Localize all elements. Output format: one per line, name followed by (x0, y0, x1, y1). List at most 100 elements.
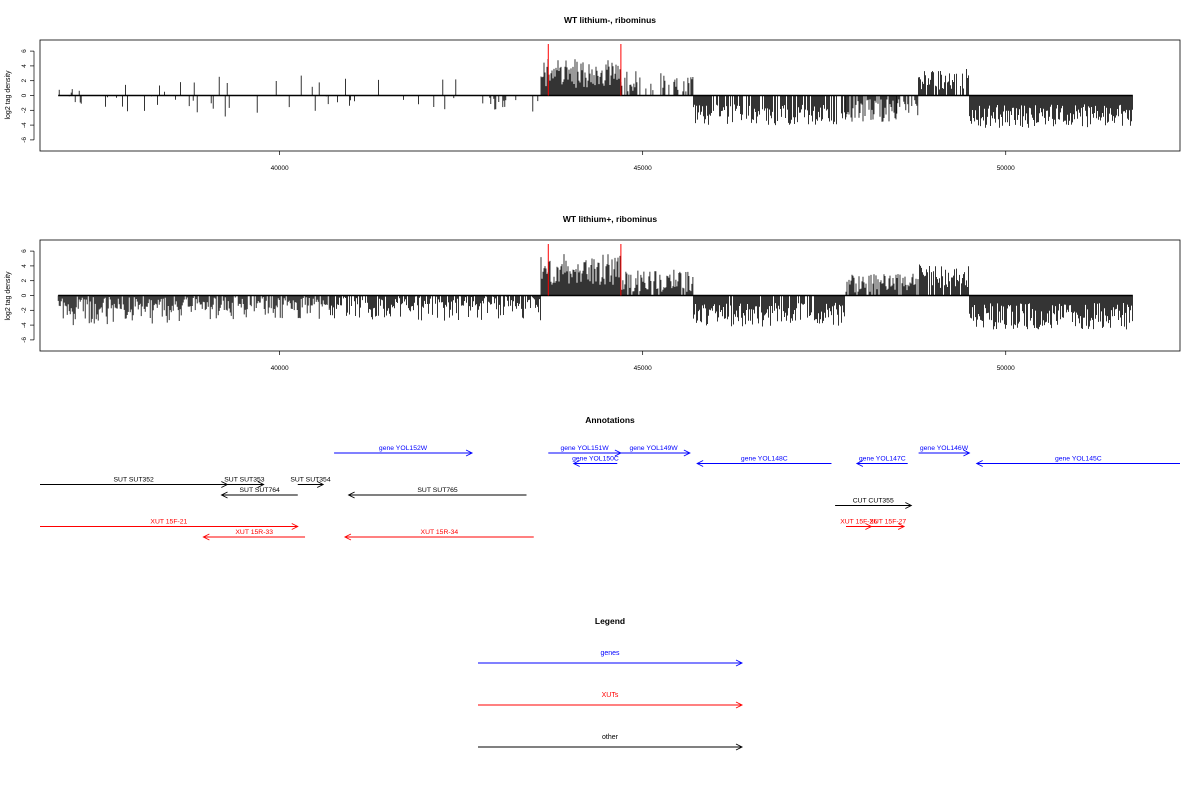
feature-label: gene YOL150C (572, 456, 619, 463)
strand-arrow (963, 449, 971, 457)
annotation-features: gene YOL152W gene YOL151W gene YOL150C gene… (40, 445, 1180, 541)
feature-label: gene YOL152W (379, 445, 428, 452)
x-axis: 40000 45000 50000 (271, 351, 1015, 372)
strand-arrow (220, 491, 228, 499)
feature-label: gene YOL147C (859, 456, 906, 463)
y-tick-label: 2 (21, 79, 28, 83)
annotations-panel: Annotations gene YOL152W gene YOL151Wgene… (40, 415, 1180, 541)
feature-label: XUT 15R-34 (421, 529, 459, 536)
annotation-feature: gene YOL149W (617, 445, 691, 457)
annotation-feature: CUT CUT355 (835, 498, 913, 509)
feature-label: XUT 15F-21 (150, 519, 187, 526)
feature-label: gene YOL151W (560, 445, 609, 452)
legend-entry: genes (478, 650, 744, 667)
strand-arrow (855, 460, 864, 467)
annotation-feature: gene YOL146W (918, 445, 971, 457)
strand-arrow (905, 502, 913, 509)
annotations-title: Annotations (585, 415, 635, 425)
region-markers (547, 44, 622, 96)
y-tick-label: -2 (21, 307, 28, 313)
annotation-feature: XUT 15R-34 (343, 529, 534, 541)
signal-bars (57, 254, 1133, 330)
feature-label: gene YOL145C (1055, 456, 1102, 463)
feature-label: gene YOL146W (920, 445, 969, 452)
signal-bars (58, 59, 1133, 128)
y-tick-label: 4 (21, 264, 28, 268)
legend-arrow (735, 701, 744, 709)
feature-label: SUT SUT352 (114, 477, 155, 484)
feature-label: gene YOL149W (629, 445, 678, 452)
feature-label: gene YOL148C (741, 456, 788, 463)
feature-label: SUT SUT353 (224, 477, 265, 484)
y-tick-label: -2 (21, 107, 28, 113)
feature-label: XUT 15R-33 (235, 529, 273, 536)
feature-label: SUT SUT764 (240, 487, 281, 494)
region-markers (547, 244, 622, 296)
legend-title: Legend (595, 616, 625, 626)
feature-label: SUT SUT354 (290, 477, 331, 484)
x-tick-label: 50000 (997, 365, 1015, 372)
legend-arrow (735, 659, 744, 667)
y-axis: -6 -4 -2 0 2 4 6 (21, 49, 35, 143)
strand-arrow (897, 523, 906, 530)
y-axis-label: log2 tag density (5, 70, 12, 120)
y-tick-label: 2 (21, 279, 28, 283)
x-tick-label: 40000 (271, 165, 289, 172)
x-axis: 40000 45000 50000 (271, 151, 1015, 172)
track-panel-lithium-minus: WT lithium-, ribominus log2 tag density … (5, 15, 1181, 172)
track-panel-lithium-plus: WT lithium+, ribominus log2 tag density … (5, 214, 1181, 372)
feature-label: SUT SUT765 (417, 487, 458, 494)
strand-arrow (465, 449, 474, 457)
legend-label: genes (600, 650, 620, 657)
annotation-feature: gene YOL152W (334, 445, 474, 457)
annotation-feature: XUT 15F-21 (40, 519, 299, 530)
legend-label: XUTs (602, 692, 619, 699)
y-tick-label: -6 (21, 337, 28, 343)
annotation-feature: gene YOL145C (975, 456, 1180, 467)
plot-frame (39, 239, 1181, 352)
strand-arrow (343, 533, 352, 541)
y-tick-label: 6 (21, 49, 28, 53)
x-tick-label: 45000 (634, 165, 652, 172)
plot-frame (39, 39, 1181, 152)
y-tick-label: -6 (21, 137, 28, 143)
strand-arrow (683, 449, 691, 457)
annotation-feature: SUT SUT764 (220, 487, 298, 499)
feature-label: CUT CUT355 (853, 498, 894, 505)
y-tick-label: 0 (21, 93, 28, 97)
y-tick-label: 4 (21, 64, 28, 68)
annotation-feature: gene YOL148C (696, 456, 832, 467)
strand-arrow (696, 460, 704, 467)
legend: Legend genes XUTs other (478, 616, 744, 751)
panel-title: WT lithium-, ribominus (564, 15, 656, 25)
y-tick-label: -4 (21, 322, 28, 328)
x-tick-label: 45000 (634, 365, 652, 372)
feature-label: XUT 15F-27 (869, 519, 906, 526)
strand-arrow (202, 533, 210, 541)
y-tick-label: 0 (21, 293, 28, 297)
y-axis: -6 -4 -2 0 2 4 6 (21, 249, 35, 343)
annotation-feature: XUT 15F-27 (869, 519, 906, 530)
strand-arrow (572, 460, 580, 467)
annotation-feature: gene YOL150C (572, 456, 619, 467)
x-tick-label: 40000 (271, 365, 289, 372)
annotation-feature: XUT 15R-33 (202, 529, 306, 541)
strand-arrow (975, 460, 983, 467)
legend-items: genes XUTs other (478, 650, 744, 751)
annotation-feature: gene YOL147C (855, 456, 908, 467)
legend-entry: XUTs (478, 692, 744, 709)
legend-label: other (602, 734, 619, 741)
y-tick-label: 6 (21, 249, 28, 253)
strand-arrow (257, 481, 265, 488)
annotation-feature: XUT 15F-26 (840, 519, 877, 530)
annotation-feature: SUT SUT354 (290, 477, 331, 488)
legend-entry: other (478, 734, 744, 751)
strand-arrow (865, 523, 873, 530)
y-tick-label: -4 (21, 122, 28, 128)
legend-arrow (735, 743, 744, 751)
strand-arrow (316, 481, 325, 488)
y-axis-label: log2 tag density (5, 271, 12, 321)
annotation-feature: SUT SUT765 (347, 487, 527, 499)
panel-title: WT lithium+, ribominus (563, 214, 657, 224)
